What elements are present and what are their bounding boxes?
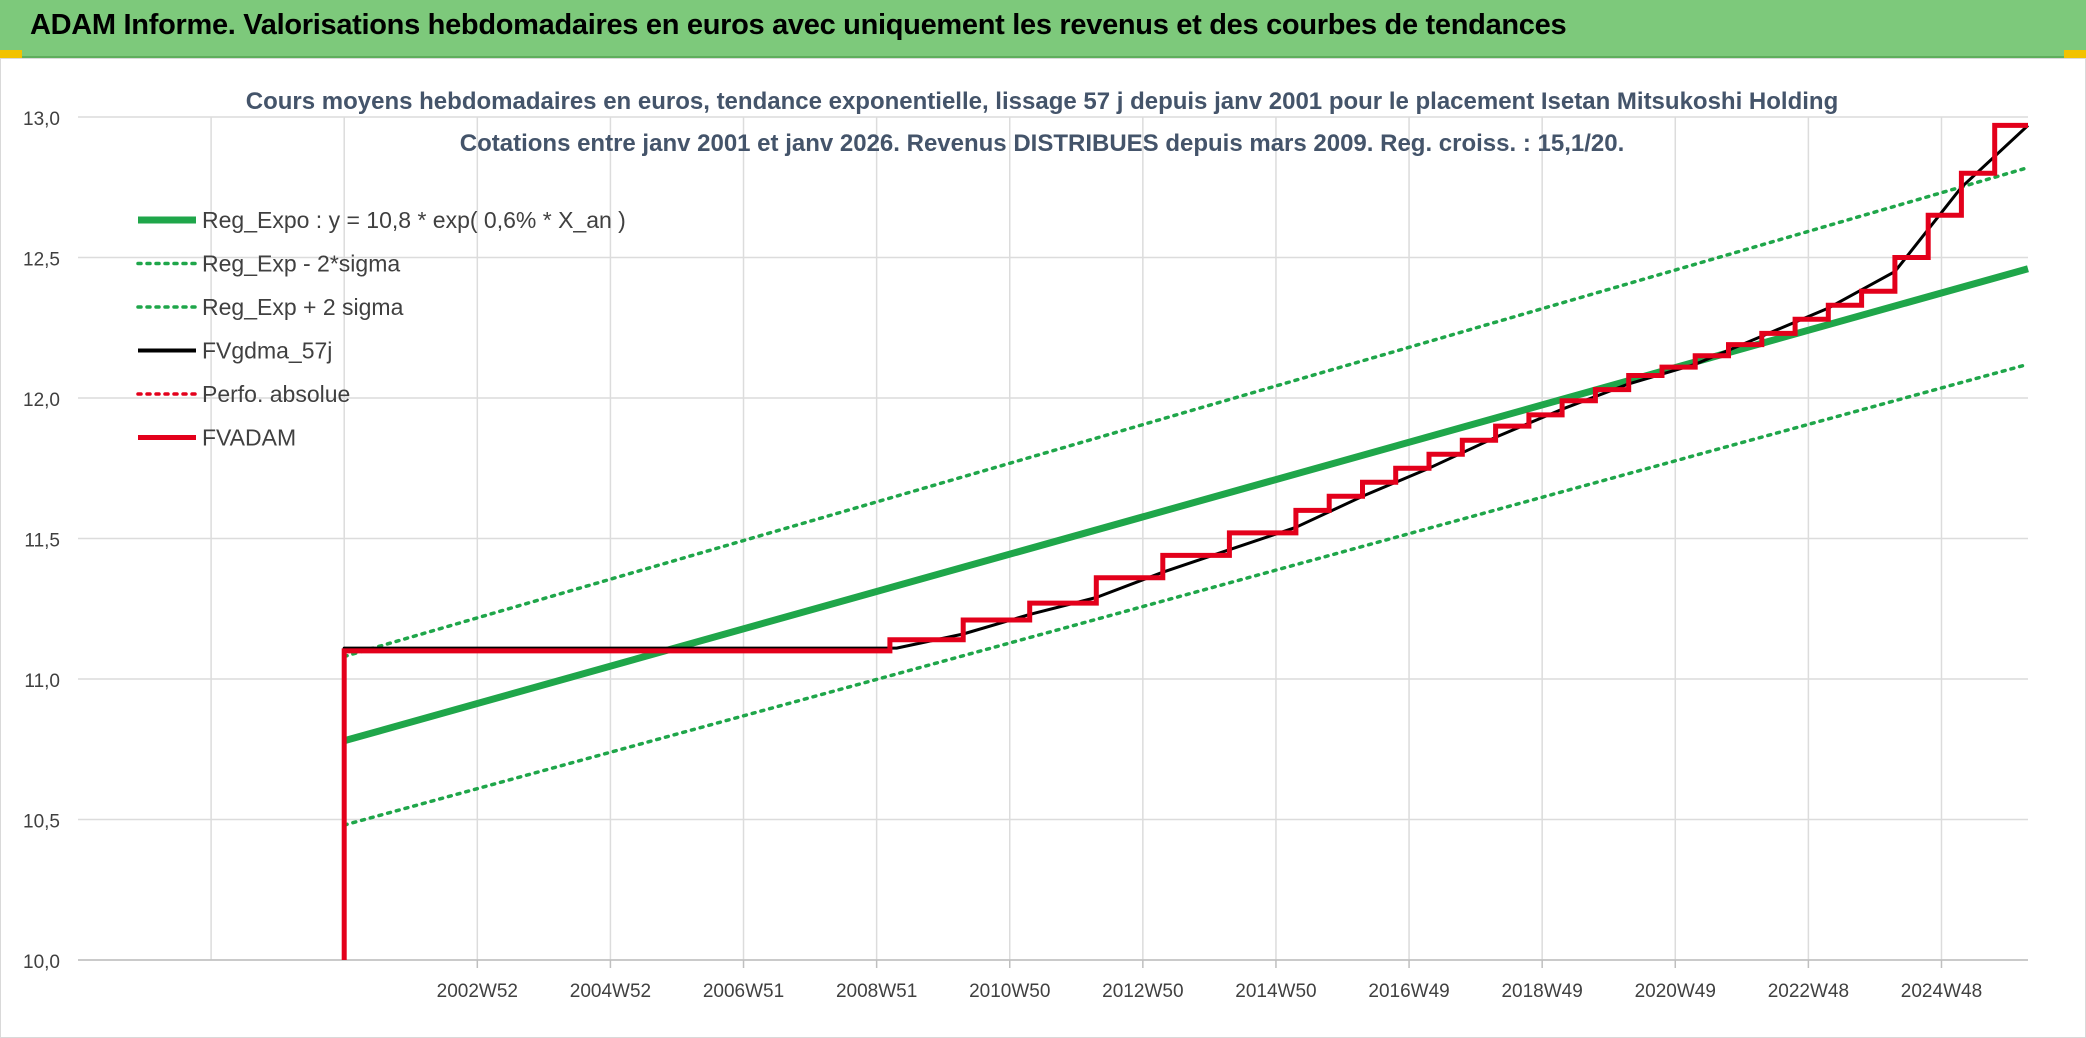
corner-marker-left — [0, 50, 22, 58]
y-tick-label: 11,5 — [24, 531, 60, 552]
series-line-reg_expo — [343, 265, 2029, 745]
legend-label: Perfo. absolue — [202, 381, 350, 407]
series-line-fvgdma_57j — [342, 124, 2030, 960]
series-line-reg_exp — [342, 165, 2030, 659]
chart-title: Cours moyens hebdomadaires en euros, ten… — [246, 88, 1838, 115]
x-tick-label: 2010W50 — [969, 981, 1050, 1002]
header-bar: ADAM Informe. Valorisations hebdomadaire… — [0, 0, 2086, 58]
series-line-fvadam — [341, 122, 2028, 960]
y-tick-label: 13,0 — [23, 109, 60, 130]
chart-subtitle: Cotations entre janv 2001 et janv 2026. … — [460, 130, 1625, 157]
x-tick-label: 2012W50 — [1102, 981, 1183, 1002]
y-tick-label: 12,0 — [23, 390, 60, 411]
legend-label: Reg_Exp - 2*sigma — [202, 251, 400, 277]
legend-label: Reg_Expo : y = 10,8 * exp( 0,6% * X_an ) — [202, 207, 626, 233]
legend-label: FVADAM — [202, 425, 296, 451]
y-tick-label: 10,5 — [23, 812, 60, 833]
x-tick-label: 2018W49 — [1501, 981, 1582, 1002]
axes: 10,0 10,5 11,0 11,5 12,0 12,5 13,0 2002W52 2004W… — [23, 109, 2028, 1002]
x-tick-label: 2006W51 — [703, 981, 784, 1002]
series — [341, 122, 2030, 960]
x-tick-label: 2024W48 — [1901, 981, 1982, 1002]
x-tick-label: 2022W48 — [1768, 981, 1849, 1002]
page-title: ADAM Informe. Valorisations hebdomadaire… — [30, 9, 1567, 41]
x-tick-label: 2020W49 — [1635, 981, 1716, 1002]
y-tick-label: 12,5 — [23, 250, 60, 271]
x-tick-label: 2016W49 — [1368, 981, 1449, 1002]
corner-marker-right — [2064, 50, 2086, 58]
y-tick-label: 10,0 — [23, 952, 60, 973]
x-tick-label: 2002W52 — [437, 981, 518, 1002]
legend-label: Reg_Exp + 2 sigma — [202, 294, 404, 320]
grid — [78, 116, 2028, 961]
x-tick-label: 2004W52 — [570, 981, 651, 1002]
chart-area: 10,0 10,5 11,0 11,5 12,0 12,5 13,0 2002W52 2004W… — [0, 58, 2086, 1038]
legend: Reg_Expo : y = 10,8 * exp( 0,6% * X_an )… — [136, 207, 626, 451]
chart-svg: 10,0 10,5 11,0 11,5 12,0 12,5 13,0 2002W52 2004W… — [23, 88, 2030, 1002]
legend-label: FVgdma_57j — [202, 338, 332, 364]
x-tick-label: 2014W50 — [1235, 981, 1316, 1002]
series-line-reg_exp — [342, 362, 2030, 827]
y-tick-label: 11,0 — [24, 671, 60, 692]
x-tick-label: 2008W51 — [836, 981, 917, 1002]
